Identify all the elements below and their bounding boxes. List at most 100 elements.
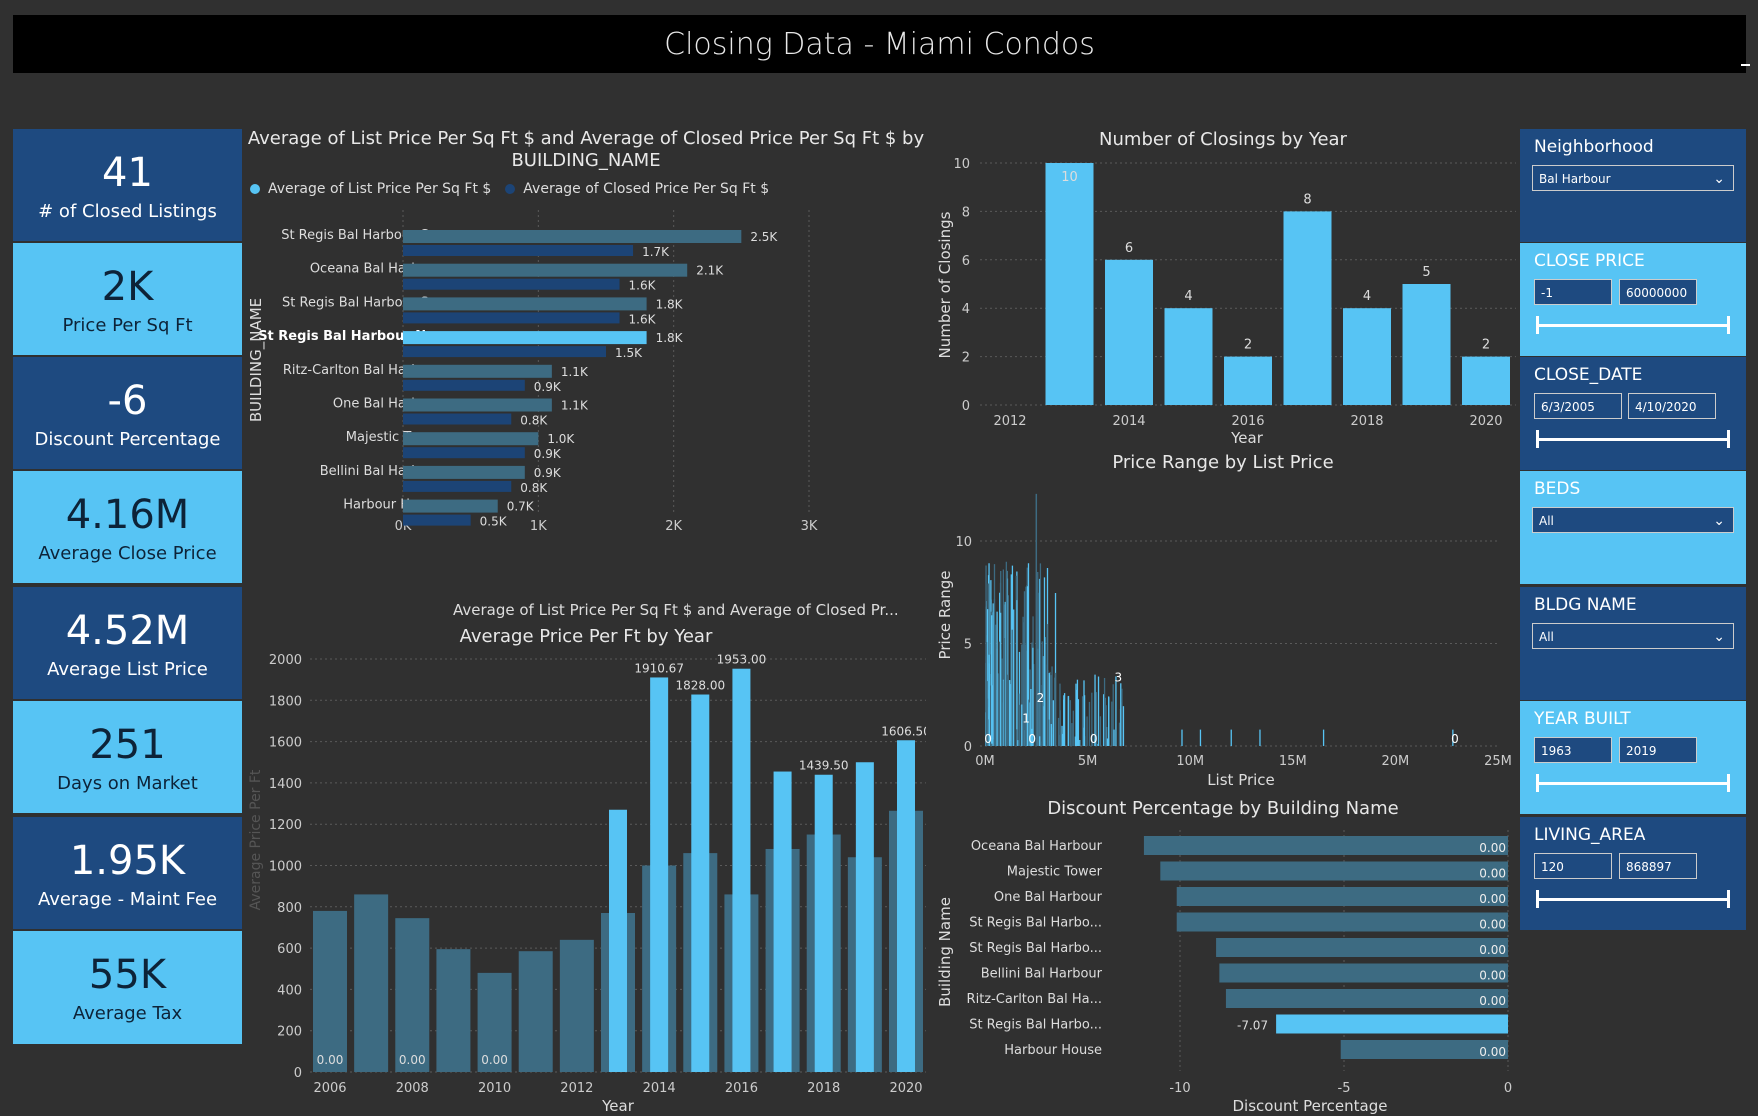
y-tick-label: 0 [964,740,972,755]
kpi-label: # of Closed Listings [38,201,217,222]
bar-closed-price [403,346,606,358]
bar-closed-price [403,379,525,391]
range-slider-min-handle[interactable] [1536,430,1539,448]
x-tick-label: 2010 [478,1081,511,1096]
x-tick-label: 2014 [643,1081,676,1096]
input-value: 6/3/2005 [1541,400,1595,414]
category-label: Oceana Bal Harbour [971,839,1103,854]
y-tick-label: 2000 [269,653,302,668]
data-label: 1439.50 [799,759,849,773]
range-slider-max-handle[interactable] [1727,430,1730,448]
year-built-max-input[interactable]: 2019 [1619,737,1697,763]
category-label: St Regis Bal Harbo... [969,941,1102,956]
bar-background [436,949,471,1072]
dropdown-value: Bal Harbour [1539,172,1611,186]
kpi-label: Average List Price [47,659,208,680]
range-slider-max-handle[interactable] [1727,890,1730,908]
data-label: 0.9K [534,447,562,461]
minimize-icon[interactable] [1741,64,1750,66]
bar [1164,308,1213,405]
category-label: Bellini Bal Harbour [981,967,1103,982]
data-label: 0.00 [1479,841,1506,855]
range-slider-track[interactable] [1536,782,1730,785]
y-tick-label: 8 [962,205,970,220]
data-label: 4 [1184,289,1192,304]
y-axis-label: Average Price Per Ft [248,769,264,910]
data-label: 1.1K [561,365,589,379]
x-tick-label: 5M [1078,754,1098,769]
chart-avg-price-per-ft-by-year: Average Price Per Ft by Year 0 200 400 600 80… [248,626,926,1115]
data-label: 0.5K [480,515,508,529]
input-value: 60000000 [1626,286,1688,300]
x-tick-label: 0 [1504,1081,1512,1096]
slicer-title: LIVING_AREA [1534,825,1646,845]
range-slider-track[interactable] [1536,438,1730,441]
close-price-min-input[interactable]: -1 [1534,279,1612,305]
range-slider-min-handle[interactable] [1536,890,1539,908]
kpi-card-price-per-sqft: 2K Price Per Sq Ft [13,243,242,355]
chart-title: Discount Percentage by Building Name [1047,798,1398,819]
close-date-start-input[interactable]: 6/3/2005 [1534,393,1622,419]
data-label: 0.00 [399,1053,426,1067]
bar-closed-price [403,312,620,324]
kpi-label: Average - Maint Fee [37,889,218,910]
bar-list-price [403,465,525,479]
x-tick-label: 20M [1382,754,1410,769]
y-tick-label: 1000 [269,860,302,875]
kpi-label: Days on Market [57,773,198,794]
chart-discount-by-building: Discount Percentage by Building Name -10 -… [936,798,1512,1115]
data-label: 0 [984,732,992,746]
data-label: 6 [1125,241,1133,256]
range-slider-max-handle[interactable] [1727,316,1730,334]
bar-background [354,894,389,1072]
beds-dropdown[interactable]: All ⌄ [1532,507,1734,533]
input-value: -1 [1541,286,1553,300]
range-slider-min-handle[interactable] [1536,316,1539,334]
data-label: 1.0K [547,432,575,446]
close-date-end-input[interactable]: 4/10/2020 [1628,393,1716,419]
x-tick-label: 2012 [993,414,1026,429]
bar-foreground [732,668,751,1072]
bar [1176,887,1508,906]
chart-title: Price Range by List Price [1112,452,1333,473]
dropdown-value: All [1539,630,1554,644]
range-slider-min-handle[interactable] [1536,774,1539,792]
legend-dot-closed [505,184,516,194]
living-area-min-input[interactable]: 120 [1534,853,1612,879]
data-label: 1606.50 [881,724,926,738]
data-label: 1.8K [656,331,684,345]
range-slider-track[interactable] [1536,324,1730,327]
kpi-label: Price Per Sq Ft [62,315,193,336]
category-label: Ritz-Carlton Bal Harbour [283,363,442,378]
data-label: 1 [1022,712,1030,726]
range-slider-max-handle[interactable] [1727,774,1730,792]
x-tick-label: 2008 [396,1081,429,1096]
year-built-min-input[interactable]: 1963 [1534,737,1612,763]
bar-list-price [403,398,552,412]
bar-foreground [691,694,710,1072]
neighborhood-dropdown[interactable]: Bal Harbour ⌄ [1532,165,1734,191]
y-tick-label: 6 [962,254,970,269]
slicer-living-area: LIVING_AREA 120 868897 [1520,817,1746,930]
kpi-card-avg-tax: 55K Average Tax [13,931,242,1044]
category-label: St Regis Bal Harbo... [969,1018,1102,1033]
chart-title-price-per-sqft: Average of List Price Per Sq Ft $ and Av… [246,128,926,172]
x-tick-label: 25M [1484,754,1512,769]
living-area-max-input[interactable]: 868897 [1619,853,1697,879]
x-axis-label: Average of List Price Per Sq Ft $ and Av… [453,601,899,619]
bldg-name-dropdown[interactable]: All ⌄ [1532,623,1734,649]
data-label: 4 [1363,289,1371,304]
bar [1105,259,1153,405]
bar [1219,963,1508,983]
close-price-max-input[interactable]: 60000000 [1619,279,1697,305]
range-slider-track[interactable] [1536,898,1730,901]
y-tick-label: 200 [277,1025,302,1040]
kpi-card-maint-fee: 1.95K Average - Maint Fee [13,817,242,929]
bar-background [395,918,430,1072]
chart-title: Average Price Per Ft by Year [460,626,713,647]
bar-foreground [609,809,627,1072]
x-tick-label: 2012 [560,1081,593,1096]
y-tick-label: 800 [277,901,302,916]
kpi-value: 41 [102,150,153,196]
